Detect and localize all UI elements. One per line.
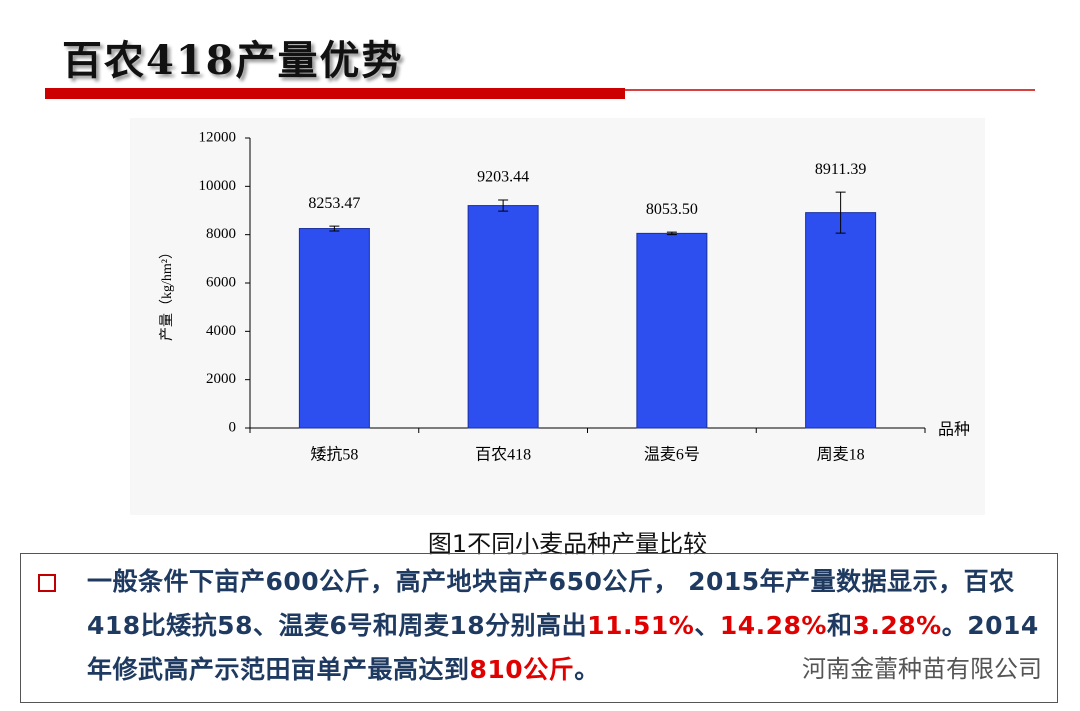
- text-run: 、: [694, 611, 720, 640]
- x-axis-label: 品种: [938, 421, 970, 439]
- y-tick-label: 2000: [206, 371, 236, 387]
- bar: [636, 232, 708, 429]
- y-tick-label: 10000: [199, 178, 237, 194]
- error-bar: [835, 191, 846, 234]
- y-tick-label: 8000: [206, 226, 236, 242]
- text-run: 和: [826, 611, 853, 640]
- slide-title: 百农418产量优势: [62, 37, 404, 84]
- x-tick-label: 矮抗58: [310, 446, 358, 464]
- y-axis-label: 产量（kg/hm²）: [159, 245, 175, 341]
- text-box: 一般条件下亩产600公斤，高产地块亩产650公斤， 2015年产量数据显示，百农…: [20, 553, 1058, 703]
- x-tick-label: 温麦6号: [644, 446, 700, 464]
- y-tick-label: 12000: [199, 129, 237, 145]
- y-tick-label: 6000: [206, 274, 236, 290]
- value-label: 8053.50: [646, 201, 698, 218]
- x-tick-label: 周麦18: [817, 446, 865, 464]
- bullet: [38, 574, 56, 592]
- x-tick-label: 百农418: [475, 446, 531, 464]
- value-label: 8253.47: [308, 195, 360, 212]
- title-bar: [45, 88, 625, 99]
- y-tick-label: 4000: [206, 323, 236, 339]
- text-run: 3.28%: [852, 611, 942, 640]
- bar: [467, 205, 539, 429]
- text-run: 一般条件下亩产600公斤，高产地块亩产650公斤， 2015年产量数据显示，百农…: [87, 567, 1015, 640]
- text-run: 810公斤: [469, 655, 575, 684]
- value-label: 9203.44: [477, 169, 529, 186]
- value-label: 8911.39: [815, 161, 866, 178]
- text-run: 。2014年修武高产示范田亩单产最高达到: [87, 611, 1039, 684]
- plot: 0 2000 4000 6000 8000 10000 12000 产量（kg/hm²） 品种矮…: [159, 129, 970, 463]
- error-bar: [666, 231, 677, 236]
- text-run: 11.51%: [587, 611, 695, 640]
- y-tick-label: 0: [229, 419, 237, 435]
- watermark: 河南金蕾种苗有限公司: [802, 655, 1042, 683]
- text-run: 14.28%: [719, 611, 827, 640]
- error-bar: [498, 199, 509, 212]
- bar: [298, 228, 370, 429]
- bar: [805, 212, 877, 429]
- text-run: 。: [574, 655, 600, 684]
- body-text: 一般条件下亩产600公斤，高产地块亩产650公斤， 2015年产量数据显示，百农…: [87, 560, 1047, 692]
- error-bar: [329, 225, 340, 232]
